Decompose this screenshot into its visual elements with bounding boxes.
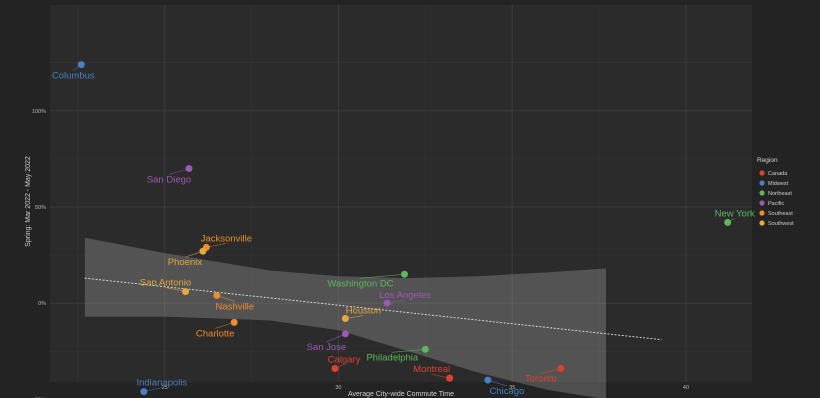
legend-key [759, 190, 765, 196]
trend-line [84, 277, 662, 341]
point-label: Chicago [489, 386, 524, 397]
y-tick-label: 100% [32, 109, 46, 115]
data-point [724, 218, 732, 226]
data-point [421, 345, 429, 353]
point-label: San Diego [147, 174, 191, 185]
point-label: Washington DC [327, 278, 393, 289]
y-tick-label: 50% [35, 205, 46, 211]
y-tick-label: 0% [38, 301, 46, 307]
data-point [484, 376, 492, 384]
point-label: New York [715, 208, 755, 219]
data-point [383, 299, 391, 307]
point-label: Nashville [216, 301, 255, 312]
data-point [400, 270, 408, 278]
point-label: Phoenix [168, 257, 203, 268]
point-label: Indianapolis [136, 378, 187, 389]
major-grid [50, 5, 752, 382]
label-leader [360, 273, 405, 279]
point-label: Jacksonville [201, 233, 252, 244]
point-label: Philadelphia [366, 352, 418, 363]
legend-key [759, 220, 765, 226]
legend-key [759, 200, 765, 206]
label-leader [392, 349, 426, 353]
legend-key [759, 180, 765, 186]
point-label: Houston [346, 306, 381, 317]
minor-grid [50, 5, 752, 382]
data-point [199, 247, 207, 255]
point-label: Columbus [52, 71, 95, 82]
point-label: Calgary [328, 355, 361, 366]
data-point [557, 365, 565, 373]
point-label: San Antonio [140, 278, 191, 289]
x-tick-label: 25 [162, 385, 168, 391]
point-label: Toronto [525, 374, 557, 385]
point-label: Los Angeles [379, 290, 431, 301]
data-point [140, 388, 148, 396]
legend-label: Midwest [768, 181, 789, 187]
legend-label: Canada [768, 171, 788, 177]
x-tick-label: 40 [683, 385, 689, 391]
x-tick-label: 35 [509, 385, 515, 391]
data-points: Columbus San Diego New York Jacksonville Pho… [52, 61, 755, 397]
data-point [185, 164, 193, 172]
point-label: San Jose [307, 342, 347, 353]
data-point [446, 374, 454, 382]
data-point [341, 315, 349, 323]
y-axis-title: Spring: Mar 2022 - May 2022 [25, 156, 32, 247]
x-axis-title: Average City-wide Commute Time [348, 391, 454, 398]
data-point [331, 365, 339, 373]
x-tick-label: 30 [335, 385, 341, 391]
legend-label: Southeast [768, 211, 793, 217]
legend-label: Southwest [768, 221, 794, 227]
data-point [213, 291, 221, 299]
legend-title: Region [757, 157, 778, 164]
data-point [182, 288, 190, 296]
legend: Region Canada Midwest Northeast Pacific South… [757, 157, 794, 227]
point-label: Montreal [413, 364, 450, 375]
legend-key [759, 210, 765, 216]
data-point [230, 318, 238, 326]
legend-label: Pacific [768, 201, 784, 207]
plot-panel [50, 5, 752, 382]
point-label: Charlotte [196, 328, 235, 339]
legend-label: Northeast [768, 191, 792, 197]
data-point [341, 330, 349, 338]
data-point [77, 61, 85, 69]
legend-key [759, 170, 765, 176]
